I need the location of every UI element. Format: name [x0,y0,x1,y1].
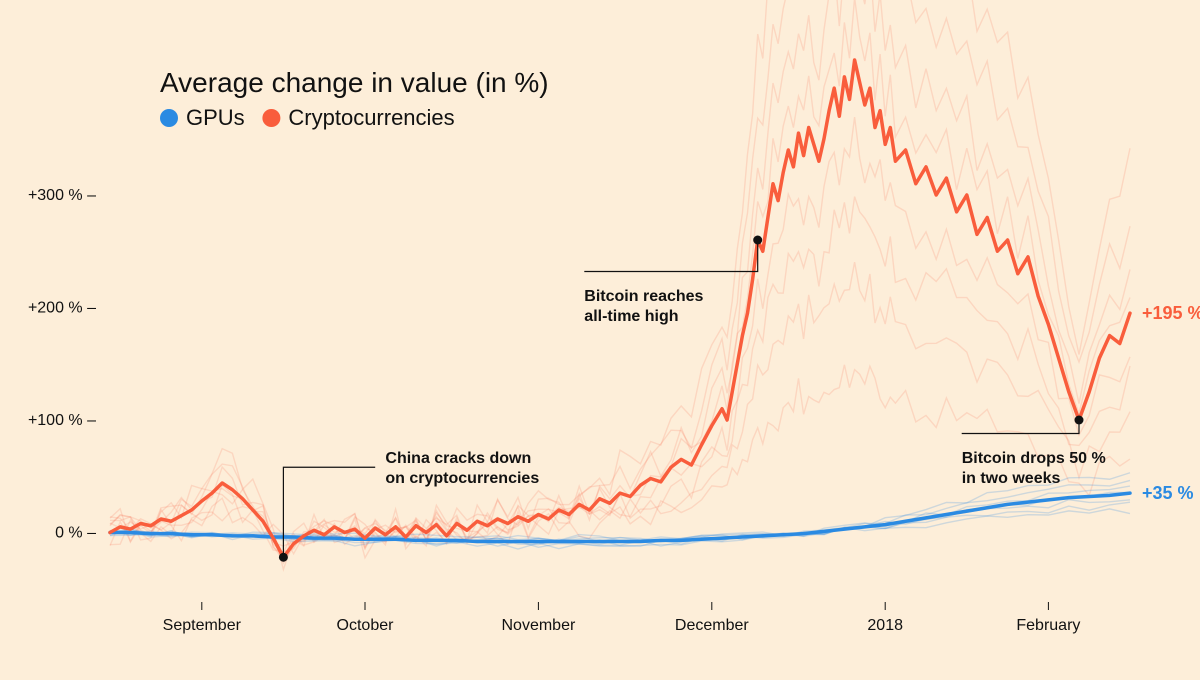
annotation-dot-drop [1075,416,1084,425]
x-tick-label: 2018 [867,617,903,634]
annotation-text-china-0: China cracks down [385,450,531,467]
x-tick-label: February [1016,617,1080,634]
annotation-dot-ath [753,236,762,245]
x-tick-label: September [163,617,242,634]
crypto-end-label: +195 % [1142,303,1200,323]
annotation-text-drop-0: Bitcoin drops 50 % [962,450,1106,467]
annotation-text-china-1: on cryptocurrencies [385,470,539,487]
y-tick-label: 0 % – [55,525,96,542]
y-tick-label: +300 % – [28,187,96,204]
y-tick-label: +100 % – [28,412,96,429]
chart-title: Average change in value (in %) [160,67,549,98]
legend-marker-0 [160,109,178,127]
annotation-dot-china [279,553,288,562]
x-tick-label: November [501,617,575,634]
annotation-text-drop-1: in two weeks [962,470,1061,487]
x-tick-label: October [337,617,395,634]
chart-svg: Average change in value (in %) GPUs Crypto… [0,0,1200,680]
legend-label-1: Cryptocurrencies [288,105,454,130]
legend-marker-1 [262,109,280,127]
x-tick-label: December [675,617,749,634]
legend-label-0: GPUs [186,105,245,130]
y-tick-label: +200 % – [28,300,96,317]
chart-background [0,0,1200,680]
annotation-text-ath-1: all-time high [584,308,678,325]
chart-container: Average change in value (in %) GPUs Crypto… [0,0,1200,680]
annotation-text-ath-0: Bitcoin reaches [584,288,703,305]
gpu-end-label: +35 % [1142,483,1194,503]
